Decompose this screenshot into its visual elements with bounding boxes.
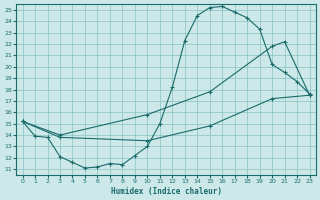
X-axis label: Humidex (Indice chaleur): Humidex (Indice chaleur) — [111, 187, 221, 196]
